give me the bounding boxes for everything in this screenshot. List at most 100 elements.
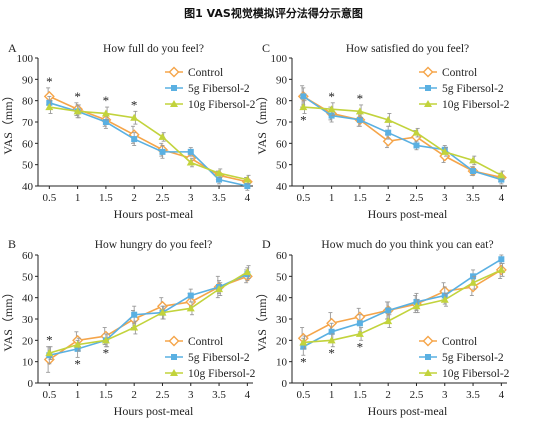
y-tick-label: 30 xyxy=(276,314,288,326)
x-tick-label: 2 xyxy=(385,389,391,401)
significance-marker: * xyxy=(328,346,335,361)
x-tick-label: 0.5 xyxy=(42,389,56,401)
data-point xyxy=(46,99,53,106)
x-axis-label: Hours post-meal xyxy=(114,404,194,418)
legend-label: 10g Fibersol-2 xyxy=(188,99,256,111)
data-point xyxy=(158,308,167,316)
y-tick-label: 60 xyxy=(22,250,34,262)
x-tick-label: 3 xyxy=(442,389,448,401)
x-tick-label: 1.5 xyxy=(99,192,113,204)
y-tick-label: 10 xyxy=(22,357,34,369)
legend-marker xyxy=(171,354,177,360)
data-point xyxy=(356,116,363,123)
x-tick-label: 3.5 xyxy=(466,192,480,204)
legend-marker xyxy=(425,354,431,360)
y-tick-label: 40 xyxy=(22,293,34,305)
series-10g-fibersol-2 xyxy=(45,265,252,360)
chart-panel-d: D How much do you think you can eat?01020… xyxy=(255,237,510,418)
data-point xyxy=(440,147,449,155)
x-tick-label: 1.5 xyxy=(99,389,113,401)
x-tick-label: 4 xyxy=(245,192,251,204)
series-10g-fibersol-2 xyxy=(299,100,506,181)
y-tick-label: 10 xyxy=(276,357,288,369)
legend-label: Control xyxy=(442,67,477,79)
data-point xyxy=(244,183,251,189)
x-tick-label: 1 xyxy=(75,192,81,204)
x-tick-label: 4 xyxy=(245,389,251,401)
legend-marker xyxy=(170,100,178,107)
y-tick-label: 70 xyxy=(276,117,288,129)
x-tick-label: 2.5 xyxy=(410,192,424,204)
data-point xyxy=(74,345,81,352)
x-tick-label: 1 xyxy=(329,389,335,401)
y-tick-label: 30 xyxy=(22,314,34,326)
data-point xyxy=(384,115,393,123)
legend: Control 5g Fibersol-2 10g Fibersol-2 xyxy=(165,335,256,380)
x-tick-label: 3.5 xyxy=(466,389,480,401)
significance-marker: * xyxy=(103,93,110,108)
data-point xyxy=(130,113,139,121)
significance-marker: * xyxy=(328,89,335,104)
x-tick-label: 2 xyxy=(385,192,391,204)
legend-label: Control xyxy=(442,336,477,348)
legend: Control 5g Fibersol-2 10g Fibersol-2 xyxy=(419,335,510,380)
data-point xyxy=(216,176,223,183)
series-line xyxy=(303,106,502,177)
data-point xyxy=(45,349,54,357)
panel-title: How much do you think you can eat? xyxy=(321,239,493,251)
legend-marker xyxy=(168,66,180,78)
y-tick-label: 20 xyxy=(22,335,34,347)
y-tick-label: 0 xyxy=(28,378,34,390)
x-tick-label: 1 xyxy=(75,389,81,401)
y-tick-label: 0 xyxy=(282,378,288,390)
series-line xyxy=(49,106,248,181)
data-point xyxy=(355,329,364,337)
data-point xyxy=(385,307,392,314)
data-point xyxy=(300,93,307,100)
legend-label: 10g Fibersol-2 xyxy=(442,368,510,380)
series-line xyxy=(303,269,502,344)
data-point xyxy=(469,156,478,164)
series-10g-fibersol-2 xyxy=(299,263,506,350)
x-tick-label: 1.5 xyxy=(353,192,367,204)
figure-title: 图1 VAS视觉模拟评分法得分示意图 xyxy=(184,7,363,20)
data-point xyxy=(73,340,82,348)
y-tick-label: 100 xyxy=(17,53,34,65)
data-point xyxy=(413,142,420,149)
data-point xyxy=(470,168,477,175)
y-tick-label: 40 xyxy=(276,293,288,305)
series-10g-fibersol-2 xyxy=(45,100,252,185)
y-axis-label: VAS（mm） xyxy=(1,89,15,154)
x-tick-label: 4 xyxy=(499,192,505,204)
data-point xyxy=(413,298,420,305)
data-point xyxy=(186,304,195,312)
legend-marker xyxy=(168,335,180,347)
data-point xyxy=(215,285,224,293)
x-axis-label: Hours post-meal xyxy=(114,207,194,221)
x-tick-label: 2.5 xyxy=(156,192,170,204)
legend: Control 5g Fibersol-2 10g Fibersol-2 xyxy=(419,66,510,111)
significance-marker: * xyxy=(74,356,81,371)
y-tick-label: 70 xyxy=(22,117,34,129)
legend-label: 5g Fibersol-2 xyxy=(442,83,504,95)
legend-marker xyxy=(424,100,432,107)
y-tick-label: 60 xyxy=(276,138,288,150)
panel-letter: B xyxy=(8,237,16,251)
legend-marker xyxy=(422,335,434,347)
x-axis-label: Hours post-meal xyxy=(368,404,448,418)
data-point xyxy=(101,336,110,344)
data-point xyxy=(441,292,448,299)
data-point xyxy=(498,256,505,263)
x-tick-label: 2 xyxy=(131,192,137,204)
chart-panel-c: C How satisfied do you feel? 40 50 60 70 80 90 1… xyxy=(255,41,510,221)
x-tick-label: 2 xyxy=(131,389,137,401)
series-line xyxy=(302,258,502,348)
y-tick-label: 50 xyxy=(276,271,288,283)
data-point xyxy=(186,158,195,166)
y-tick-label: 50 xyxy=(22,271,34,283)
significance-marker: * xyxy=(103,346,110,361)
significance-marker: * xyxy=(131,97,138,112)
x-tick-label: 2.5 xyxy=(410,389,424,401)
legend-marker xyxy=(422,66,434,78)
